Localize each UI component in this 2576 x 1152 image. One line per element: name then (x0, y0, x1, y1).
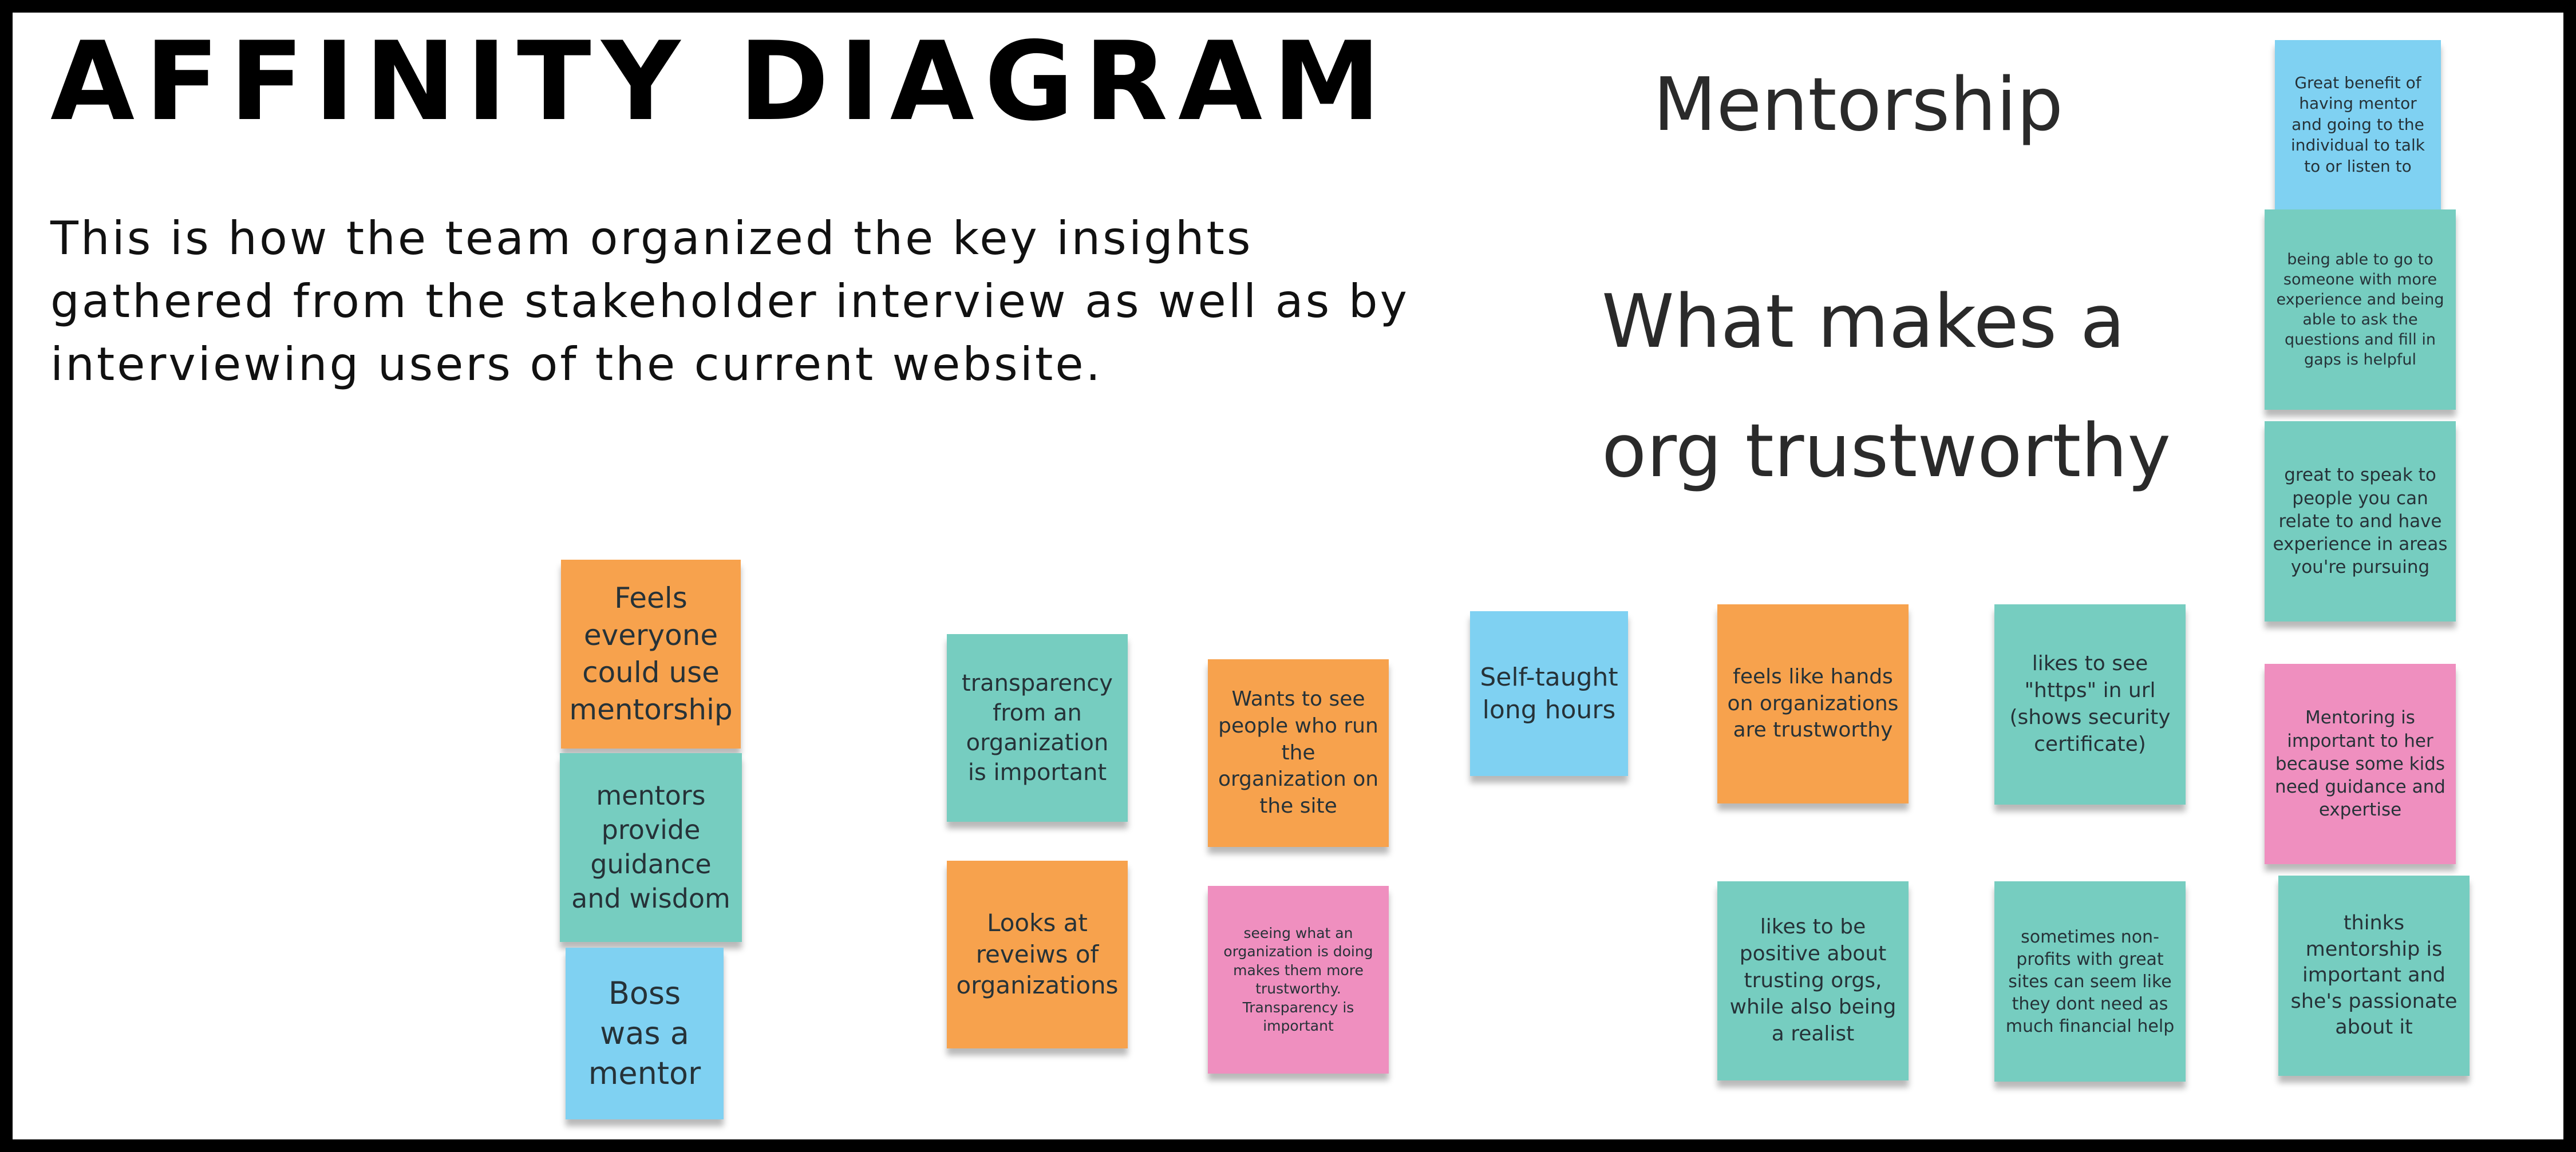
page-title: AFFINITY DIAGRAM (50, 18, 1392, 145)
sticky-note-great-to-speak: great to speak to people you can relate … (2265, 421, 2456, 621)
sticky-note-wants-to-see: Wants to see people who run the organiza… (1208, 659, 1389, 847)
heading-mentorship: Mentorship (1653, 62, 2064, 148)
sticky-note-great-benefit: Great benefit of having mentor and going… (2275, 40, 2441, 209)
sticky-note-mentoring-important: Mentoring is important to her because so… (2265, 664, 2456, 864)
sticky-note-self-taught: Self-taught long hours (1470, 611, 1628, 776)
sticky-note-https: likes to see "https" in url (shows secur… (1994, 604, 2186, 805)
sticky-note-seeing-what: seeing what an organization is doing mak… (1208, 886, 1389, 1074)
sticky-note-boss-mentor: Boss was a mentor (566, 948, 724, 1119)
heading-trustworthy: What makes a org trustworthy (1602, 279, 2171, 494)
page-description: This is how the team organized the key i… (50, 212, 1409, 391)
sticky-note-being-able: being able to go to someone with more ex… (2265, 209, 2456, 410)
sticky-note-hands-on: feels like hands on organizations are tr… (1717, 604, 1909, 803)
sticky-note-thinks-mentorship: thinks mentorship is important and she's… (2278, 876, 2470, 1076)
sticky-note-feels-everyone: Feels everyone could use mentorship (561, 560, 741, 749)
sticky-note-likes-positive: likes to be positive about trusting orgs… (1717, 881, 1909, 1080)
sticky-note-non-profits: sometimes non-profits with great sites c… (1994, 881, 2186, 1082)
sticky-note-transparency: transparency from an organization is imp… (947, 634, 1128, 822)
sticky-note-mentors-provide: mentors provide guidance and wisdom (560, 753, 742, 942)
sticky-note-looks-reviews: Looks at reveiws of organizations (947, 861, 1128, 1048)
